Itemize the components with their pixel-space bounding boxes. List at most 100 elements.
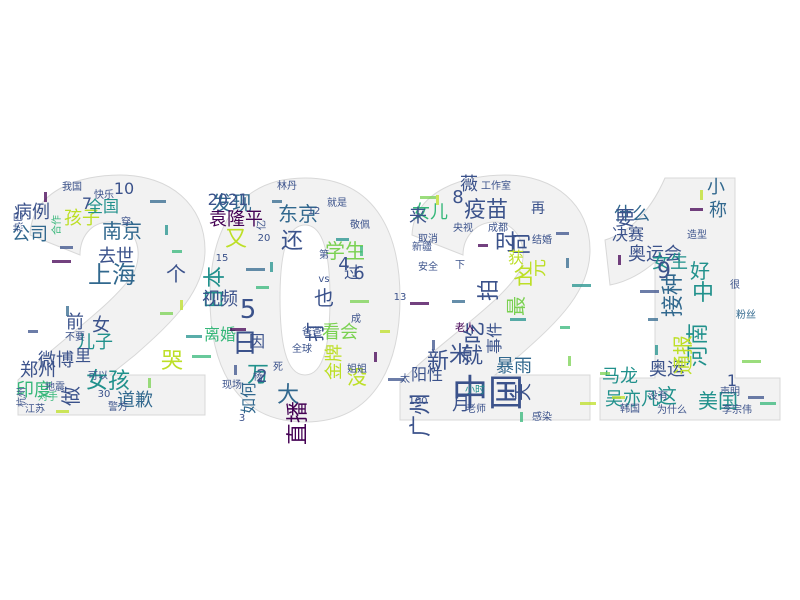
cloud-word: 打 [303, 322, 327, 342]
cloud-word: 5 [240, 295, 257, 325]
cloud-word: 8 [452, 187, 463, 208]
cloud-word: 100 [408, 396, 427, 407]
filler-word-mark [186, 335, 202, 338]
cloud-word: 3 [239, 413, 245, 424]
filler-word-mark [410, 302, 429, 305]
cloud-word: 要 [615, 206, 635, 230]
cloud-word: 很 [730, 278, 740, 291]
cloud-word: 10 [114, 179, 134, 198]
cloud-word: 合作 [50, 215, 63, 235]
cloud-word: 前 [66, 312, 84, 333]
cloud-word: 孩子 [64, 208, 100, 229]
cloud-word: 12 [308, 206, 321, 217]
cloud-word: 杨 [253, 370, 263, 383]
cloud-word: 没有 [648, 389, 668, 402]
filler-word-mark [618, 255, 621, 265]
filler-word-mark [56, 410, 69, 413]
filler-word-mark [600, 372, 610, 375]
cloud-word: 中 [692, 281, 714, 306]
cloud-word: 时 [495, 231, 517, 256]
filler-word-mark [380, 330, 390, 333]
cloud-word: 成都 [488, 222, 508, 234]
filler-word-mark [256, 286, 269, 289]
cloud-word: 里 [75, 346, 91, 365]
cloud-word: 元 [528, 259, 549, 277]
cloud-word: 薇 [460, 174, 478, 195]
cloud-word: 又 [225, 227, 247, 252]
cloud-word: 江苏 [25, 402, 45, 415]
filler-word-mark [566, 258, 569, 268]
filler-word-mark [452, 300, 465, 303]
cloud-word: 新疆 [412, 240, 432, 253]
filler-word-mark [234, 365, 237, 375]
cloud-word: 南京 [102, 219, 142, 243]
cloud-word: 热巴 [12, 212, 25, 232]
cloud-word: 日本 [203, 266, 228, 310]
cloud-word: 太 [400, 372, 410, 385]
cloud-word: 袁隆平 [209, 209, 263, 230]
filler-word-mark [560, 326, 570, 329]
cloud-word: 老人 [455, 321, 475, 334]
cloud-word: 做 [59, 386, 83, 406]
cloud-word: 病例 [14, 202, 50, 223]
cloud-word: 米 [449, 343, 471, 368]
cloud-word: 取消 [418, 232, 438, 245]
filler-word-mark [640, 290, 659, 293]
cloud-word: 天 [513, 383, 534, 401]
cloud-word: 杭州 [15, 387, 28, 407]
filler-word-mark [336, 238, 349, 241]
cloud-word: 小 [707, 177, 725, 198]
cloud-word: 声明 [720, 385, 740, 398]
cloud-word: 也 [314, 286, 334, 310]
filler-word-mark [478, 244, 488, 247]
cloud-word: 金牌 [324, 344, 345, 380]
filler-word-mark [272, 200, 282, 203]
filler-word-mark [580, 402, 596, 405]
filler-word-mark [742, 360, 761, 363]
cloud-word: 因 [249, 332, 265, 351]
cloud-word: vs [318, 274, 329, 285]
digit-two-shape-2 [399, 174, 591, 421]
filler-word-mark [160, 312, 173, 315]
cloud-word: 新 [427, 349, 449, 374]
cloud-word: 女孩 [86, 369, 130, 394]
filler-word-mark [360, 246, 363, 256]
cloud-word: 东京 [278, 202, 318, 226]
cloud-word: 拍 [477, 279, 502, 301]
cloud-word: 死 [273, 362, 283, 373]
filler-word-mark [568, 356, 571, 366]
cloud-word: 4 [338, 254, 349, 275]
cloud-word: 上海 [88, 261, 136, 289]
filler-word-mark [374, 352, 377, 362]
cloud-word: 女儿 [412, 202, 448, 223]
cloud-word: 视频 [202, 289, 238, 310]
filler-word-mark [655, 345, 658, 355]
cloud-word: 事件 [485, 322, 504, 354]
cloud-word: 敬佩 [350, 218, 370, 231]
cloud-word: 学生 [325, 239, 365, 263]
cloud-word: 30 [98, 389, 111, 400]
filler-word-mark [165, 225, 168, 235]
cloud-word: 可以 [88, 371, 108, 382]
cloud-word: 爸爸 [302, 325, 322, 338]
cloud-word: 警方 [108, 400, 128, 413]
cloud-word: 没 [347, 365, 367, 389]
digit-silhouettes [17, 174, 781, 423]
filler-word-mark [230, 328, 246, 331]
cloud-word: 姐姐 [347, 362, 367, 375]
cloud-word: 现场 [222, 378, 242, 391]
cloud-word: 美国 [698, 389, 738, 413]
cloud-word: 日 [232, 329, 258, 359]
cloud-word: 如何 [239, 382, 258, 414]
cloud-word: 去世 [98, 246, 134, 267]
cloud-word: 哭 [161, 349, 183, 374]
filler-word-mark [648, 318, 658, 321]
cloud-word: 穿 [121, 215, 131, 228]
filler-word-mark [612, 396, 625, 399]
cloud-word: 林丹 [277, 179, 297, 192]
cloud-word: 万 [247, 363, 269, 388]
cloud-word: 过 [344, 263, 360, 282]
